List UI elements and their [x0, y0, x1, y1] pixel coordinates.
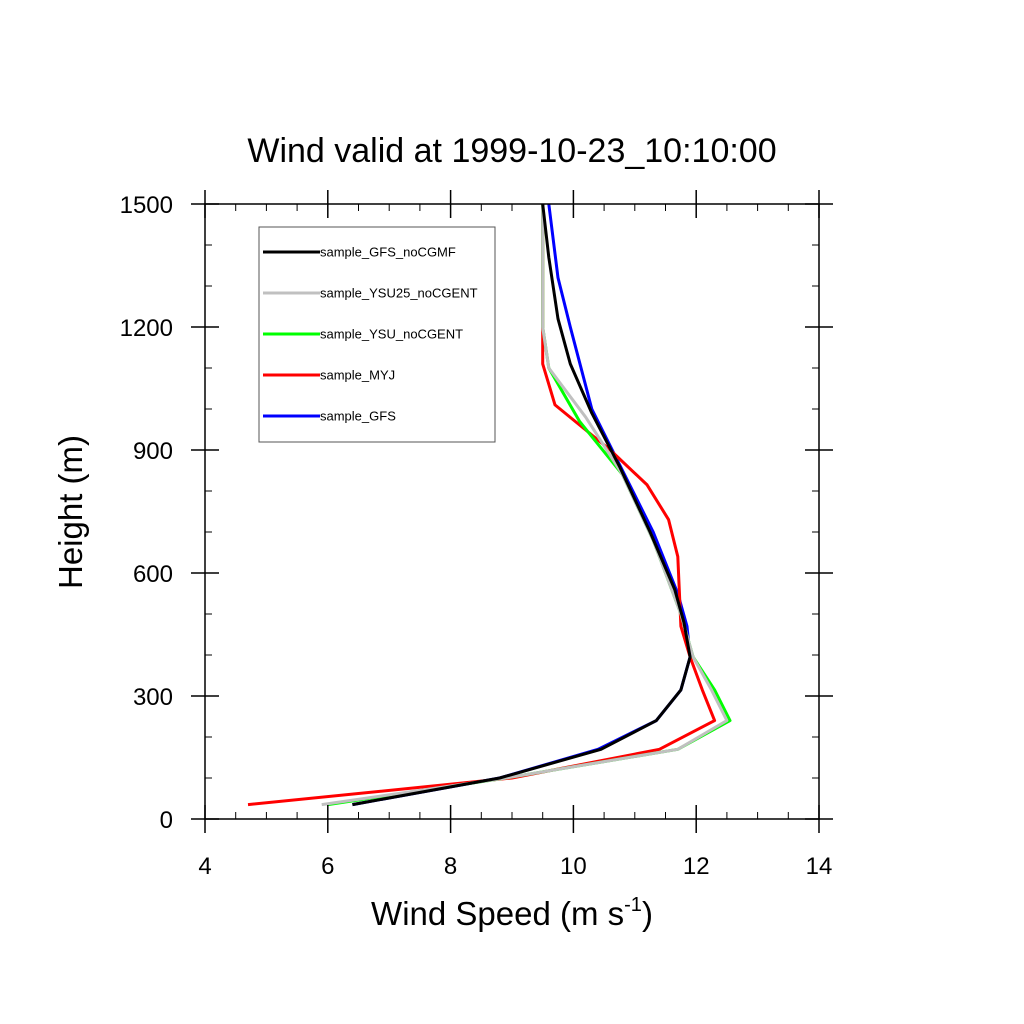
x-tick-label: 4: [198, 853, 211, 880]
legend-label: sample_GFS: [320, 409, 396, 424]
x-axis-title: Wind Speed (m s-1): [371, 894, 653, 932]
x-axis-title-main: Wind Speed (m s: [371, 895, 624, 932]
y-tick-label: 0: [160, 807, 173, 834]
legend-label: sample_MYJ: [320, 368, 395, 383]
series-line-sample_GFS_noCGMF: [352, 203, 692, 807]
y-axis-title: Height (m): [52, 435, 89, 589]
x-tick-label: 8: [444, 853, 457, 880]
x-axis-title-close: ): [642, 895, 653, 932]
tick-layer: 4 6 8 10 12 14 0 300 600 900 1200 1500: [120, 190, 833, 880]
series-line-sample_MYJ: [247, 204, 717, 807]
y-tick-label: 1500: [120, 192, 173, 219]
y-tick-label: 1200: [120, 315, 173, 342]
legend-label: sample_YSU_noCGENT: [320, 327, 463, 342]
x-tick-label: 6: [321, 853, 334, 880]
x-tick-label: 12: [683, 853, 710, 880]
x-tick-label: 10: [560, 853, 587, 880]
x-axis-title-superscript: -1: [624, 894, 642, 916]
legend: sample_GFS_noCGMF sample_YSU25_noCGENTsam…: [258, 226, 496, 443]
y-tick-label: 300: [133, 684, 173, 711]
y-tick-label: 900: [133, 438, 173, 465]
chart-title: Wind valid at 1999-10-23_10:10:00: [247, 132, 776, 170]
series-layer: [247, 203, 732, 807]
legend-label: sample_YSU25_noCGENT: [320, 286, 478, 301]
legend-label: sample_GFS_noCGMF: [320, 245, 456, 260]
y-tick-label: 600: [133, 561, 173, 588]
x-tick-label: 14: [806, 853, 833, 880]
